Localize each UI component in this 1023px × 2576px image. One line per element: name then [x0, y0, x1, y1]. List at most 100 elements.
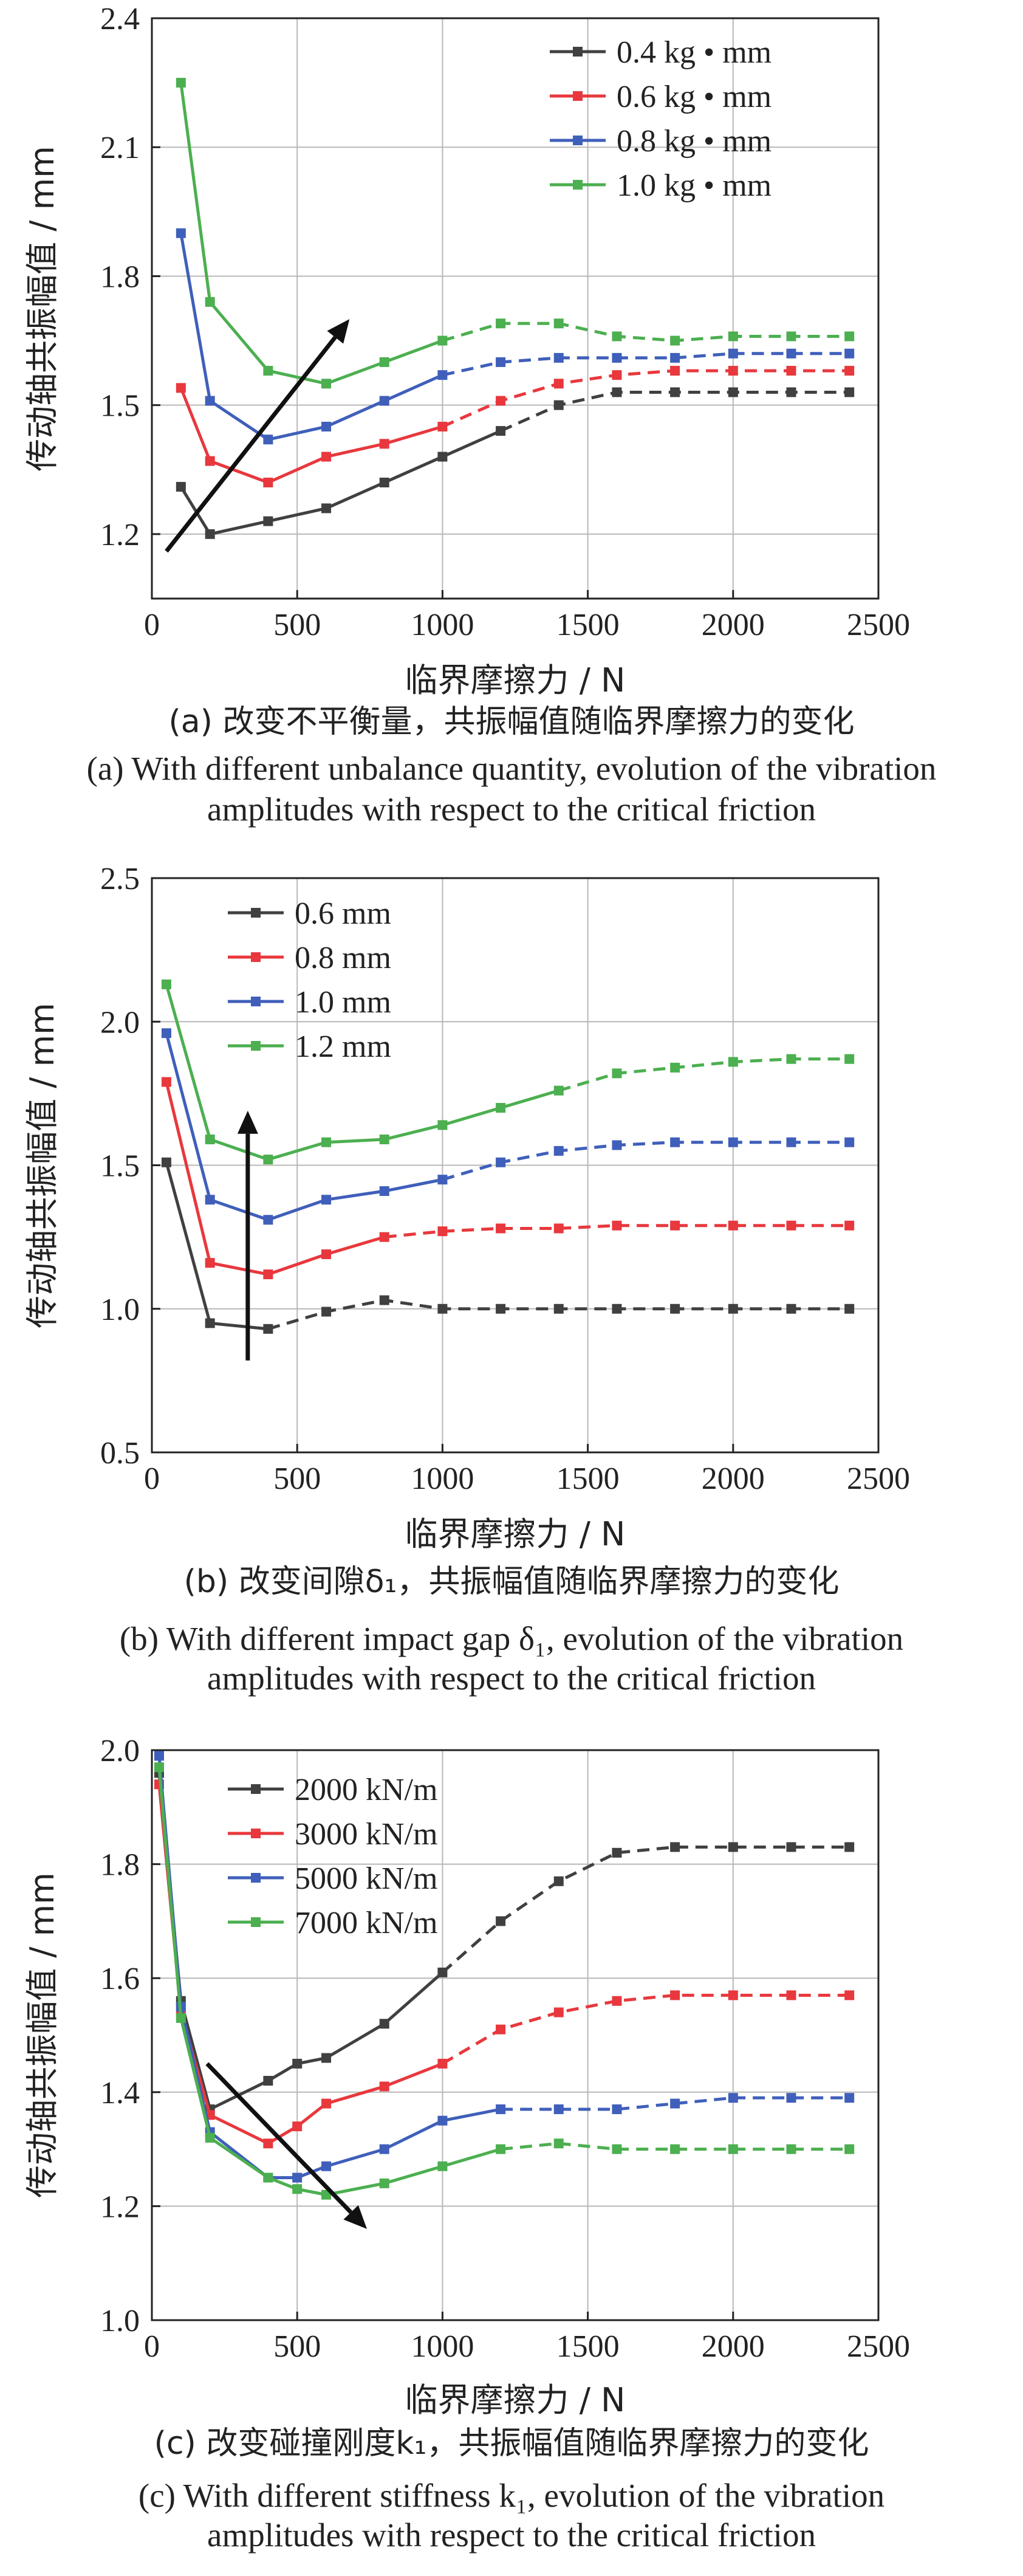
legend-marker	[251, 1917, 261, 1927]
legend-marker	[573, 136, 583, 145]
data-point	[612, 1996, 622, 2006]
data-point	[728, 387, 738, 397]
data-point	[161, 1077, 171, 1087]
data-point	[786, 1303, 796, 1314]
data-point	[496, 396, 506, 406]
data-point	[728, 1137, 738, 1147]
data-point	[728, 366, 738, 376]
legend-label: 3000 kN/m	[295, 1817, 437, 1852]
data-point	[670, 1137, 680, 1147]
data-point	[176, 482, 186, 492]
series-2	[176, 366, 855, 487]
plot-frame	[151, 1749, 880, 2321]
data-point	[612, 1303, 622, 1314]
data-point	[496, 2104, 506, 2114]
data-point	[786, 387, 796, 397]
legend-entry: 1.0 mm	[228, 985, 391, 1020]
series-4	[176, 78, 855, 389]
data-point	[379, 439, 389, 449]
x-tick-label: 2000	[702, 1461, 765, 1496]
series-line-solid	[165, 1081, 385, 1276]
data-point	[379, 2178, 389, 2188]
data-point	[844, 1842, 855, 1852]
data-point	[379, 1186, 389, 1197]
data-point	[728, 1842, 738, 1852]
trend-arrow-head	[237, 1110, 258, 1134]
legend-marker	[251, 908, 261, 918]
data-point	[844, 2093, 855, 2103]
data-point	[553, 400, 564, 410]
x-tick-label: 0	[144, 1461, 160, 1496]
series-line-solid	[179, 429, 502, 536]
data-point	[844, 1137, 855, 1147]
data-point	[496, 1303, 506, 1314]
data-point	[205, 456, 215, 466]
data-point	[379, 396, 389, 406]
data-point	[844, 348, 855, 359]
data-point	[670, 1303, 680, 1314]
legend-label: 5000 kN/m	[295, 1861, 437, 1896]
data-point	[321, 1249, 332, 1259]
y-tick-label: 1.8	[100, 259, 140, 294]
data-point	[844, 331, 855, 342]
legend-label: 1.2 mm	[295, 1029, 391, 1064]
data-point	[205, 1318, 215, 1328]
data-point	[321, 452, 332, 462]
y-axis-label: 传动轴共振幅值 / mm	[23, 1003, 61, 1328]
caption-en-line: amplitudes with respect to the critical …	[207, 2516, 816, 2554]
data-point	[176, 228, 186, 238]
data-point	[292, 2172, 303, 2183]
data-point	[670, 1990, 680, 2001]
series-line-dashed	[441, 1845, 850, 1974]
x-tick-label: 0	[144, 2329, 160, 2364]
data-point	[263, 1215, 273, 1225]
data-point	[154, 1762, 164, 1773]
x-tick-label: 1000	[411, 608, 474, 642]
data-point	[728, 2093, 738, 2103]
series-1	[161, 1157, 855, 1334]
data-point	[205, 396, 215, 406]
data-point	[553, 2138, 564, 2149]
data-point	[437, 1226, 448, 1237]
trend-arrow	[205, 2062, 368, 2229]
legend-label: 0.8 kg • mm	[617, 124, 772, 159]
legend-entry: 7000 kN/m	[228, 1906, 437, 1940]
data-point	[437, 370, 448, 380]
data-point	[786, 366, 796, 376]
y-axis-label: 传动轴共振幅值 / mm	[23, 1872, 61, 2198]
data-point	[263, 1269, 273, 1280]
data-point	[553, 1876, 564, 1886]
y-tick-label: 1.0	[100, 2304, 140, 2338]
caption-en-line: (a) With different unbalance quantity, e…	[87, 750, 937, 787]
grid	[152, 18, 878, 599]
trend-arrow	[237, 1110, 258, 1361]
data-point	[728, 1220, 738, 1231]
x-tick-label: 2500	[847, 2329, 910, 2364]
data-point	[553, 379, 564, 389]
legend-entry: 2000 kN/m	[228, 1773, 437, 1807]
series-1	[176, 387, 855, 539]
data-point	[844, 387, 855, 397]
data-point	[292, 2184, 303, 2194]
legend-marker	[251, 1784, 261, 1794]
data-point	[844, 1303, 855, 1314]
data-point	[263, 2076, 273, 2086]
data-point	[379, 1134, 389, 1144]
grid	[152, 1750, 878, 2320]
x-tick-label: 2500	[847, 608, 910, 642]
data-point	[154, 1751, 164, 1761]
data-point	[321, 2161, 332, 2171]
data-point	[263, 434, 273, 445]
data-point	[728, 348, 738, 359]
y-tick-label: 2.4	[100, 2, 140, 36]
series-4	[161, 979, 855, 1165]
trend-arrow	[165, 319, 350, 553]
data-point	[176, 78, 186, 88]
y-tick-label: 1.8	[100, 1848, 140, 1883]
data-point	[161, 1028, 171, 1039]
data-point	[205, 1195, 215, 1205]
caption-zh: (a) 改变不平衡量，共振幅值随临界摩擦力的变化	[169, 704, 855, 740]
data-point	[670, 335, 680, 346]
legend-marker	[251, 1873, 261, 1883]
